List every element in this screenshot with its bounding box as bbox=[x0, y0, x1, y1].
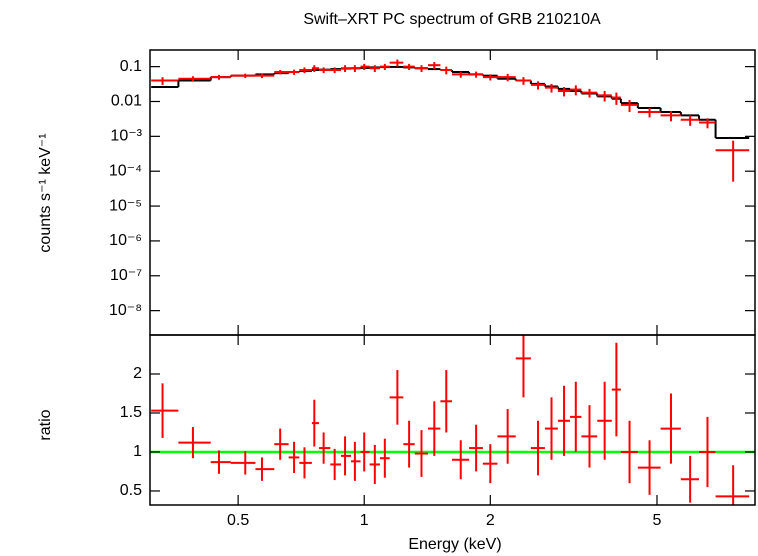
ratio-plot bbox=[150, 335, 755, 505]
x-axis-label: Energy (keV) bbox=[408, 536, 501, 553]
y-tick-label: 1.5 bbox=[120, 404, 142, 421]
panel-frame bbox=[149, 49, 756, 336]
y-tick-label: 10⁻⁸ bbox=[109, 302, 142, 319]
x-tick-label: 5 bbox=[653, 512, 662, 529]
y-tick-label: 2 bbox=[133, 365, 142, 382]
y-tick-label: 10⁻⁷ bbox=[110, 267, 142, 284]
y-tick-label: 1 bbox=[133, 443, 142, 460]
y-tick-label: 10⁻³ bbox=[110, 128, 142, 145]
chart-title: Swift–XRT PC spectrum of GRB 210210A bbox=[303, 11, 601, 28]
x-tick-label: 2 bbox=[486, 512, 495, 529]
x-tick-label: 0.5 bbox=[227, 512, 249, 529]
y-tick-label: 10⁻⁶ bbox=[109, 232, 142, 249]
x-tick-label: 1 bbox=[360, 512, 369, 529]
spectrum-plot bbox=[151, 59, 750, 182]
y-tick-label: 10⁻⁴ bbox=[109, 162, 142, 179]
y-tick-label: 0.1 bbox=[120, 58, 142, 75]
panel-frame bbox=[149, 334, 756, 506]
y-tick-label: 10⁻⁵ bbox=[109, 197, 142, 214]
axes: 0.1 0.01 10⁻³ 10⁻⁴ 10⁻⁵ 10⁻⁶ 10⁻⁷ 10⁻⁸ 0.5 1 1.5 2 0… bbox=[109, 50, 755, 529]
y-axis-label: ratio bbox=[37, 409, 54, 440]
y-tick-label: 0.01 bbox=[111, 93, 142, 110]
y-axis-label: counts s⁻¹ keV⁻¹ bbox=[37, 133, 54, 252]
y-tick-label: 0.5 bbox=[120, 482, 142, 499]
